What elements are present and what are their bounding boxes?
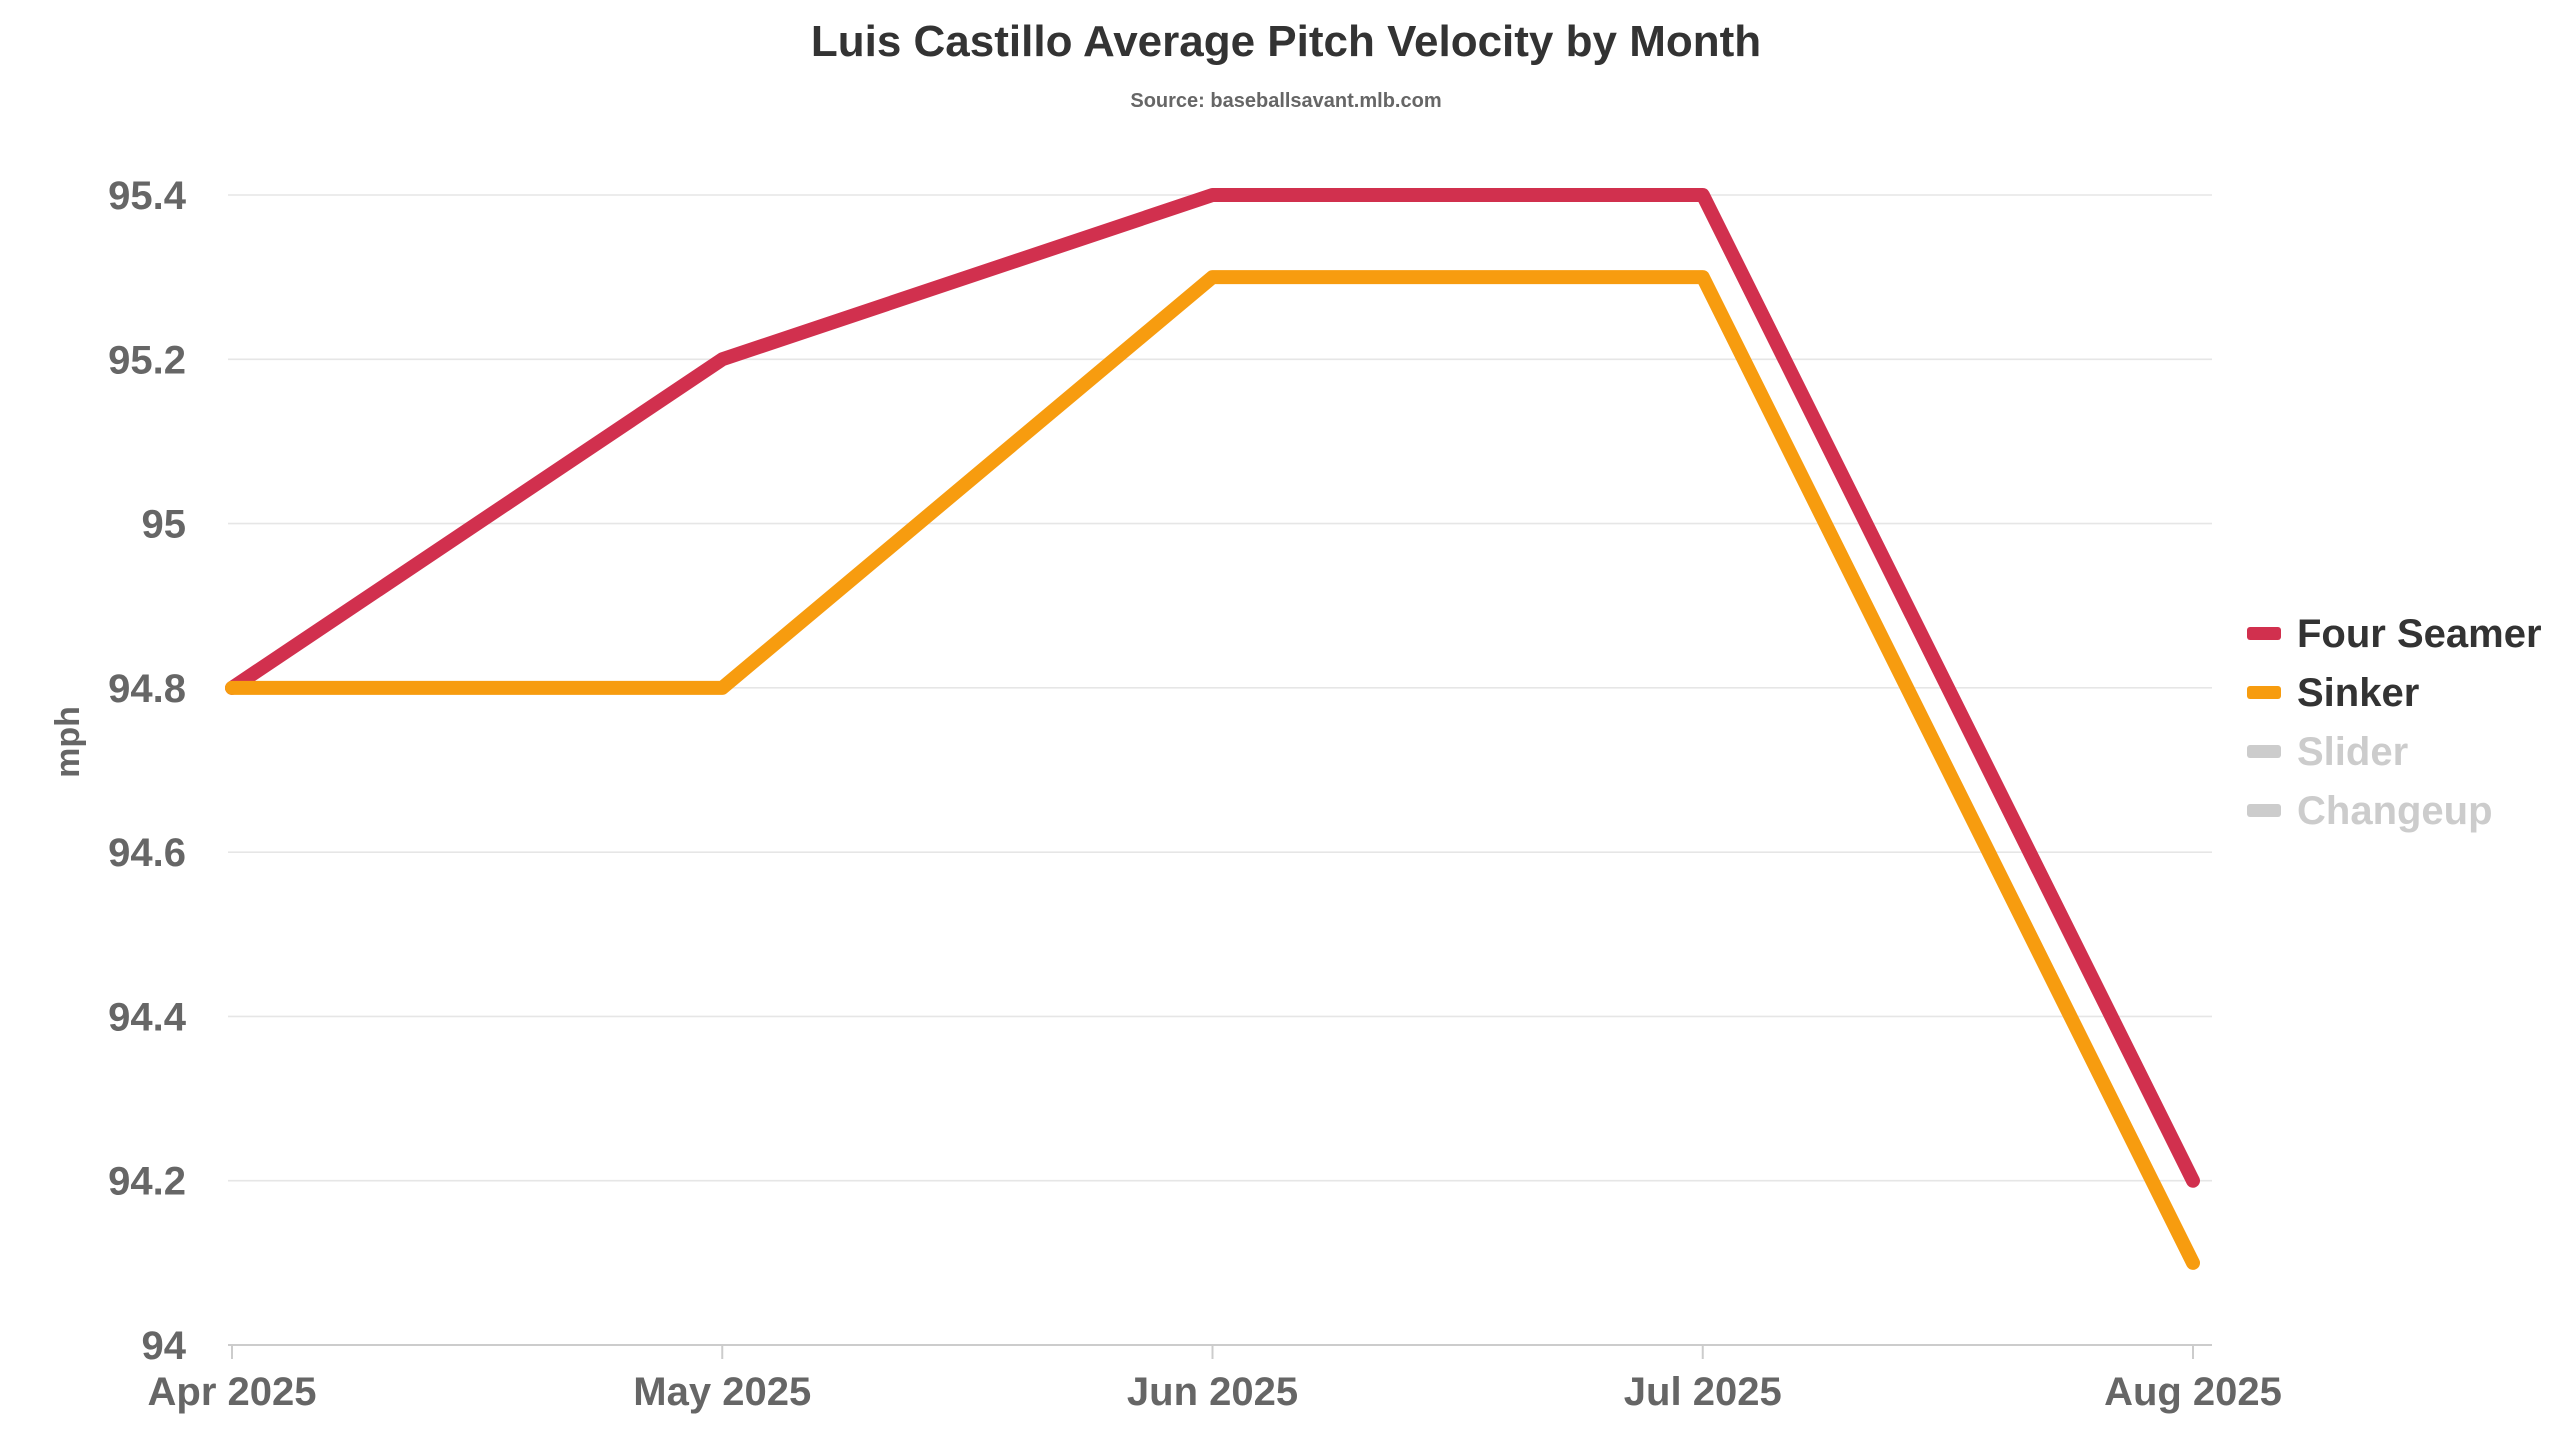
x-tick-label: Apr 2025 bbox=[148, 1370, 317, 1414]
legend-swatch bbox=[2247, 686, 2281, 699]
chart-subtitle: Source: baseballsavant.mlb.com bbox=[1130, 90, 1441, 112]
legend-item-four-seamer[interactable]: Four Seamer bbox=[2247, 612, 2542, 656]
legend-item-slider[interactable]: Slider bbox=[2247, 730, 2408, 774]
y-tick-label: 95.2 bbox=[108, 338, 186, 382]
legend-label: Changeup bbox=[2297, 789, 2493, 833]
y-tick-label: 94.6 bbox=[108, 831, 186, 875]
x-tick-label: Aug 2025 bbox=[2104, 1370, 2282, 1414]
y-tick-label: 94.8 bbox=[108, 667, 186, 711]
chart-title: Luis Castillo Average Pitch Velocity by … bbox=[811, 17, 1761, 66]
y-tick-label: 94.2 bbox=[108, 1160, 186, 1204]
legend-label: Four Seamer bbox=[2297, 612, 2542, 656]
series-line-four-seamer[interactable] bbox=[225, 188, 2200, 1188]
legend-swatch bbox=[2247, 804, 2281, 817]
y-tick-label: 95.4 bbox=[108, 174, 187, 218]
legend-item-sinker[interactable]: Sinker bbox=[2247, 671, 2419, 715]
x-axis-labels: Apr 2025 May 2025 Jun 2025 Jul 2025 Aug 2025 bbox=[148, 1370, 2282, 1414]
legend-label: Sinker bbox=[2297, 671, 2419, 715]
legend-item-changeup[interactable]: Changeup bbox=[2247, 789, 2493, 833]
x-tick-label: Jun 2025 bbox=[1127, 1370, 1298, 1414]
y-tick-label: 95 bbox=[142, 503, 187, 547]
y-tick-label: 94.4 bbox=[108, 995, 187, 1039]
x-tick-label: May 2025 bbox=[633, 1370, 811, 1414]
series-lines bbox=[225, 188, 2200, 1270]
y-axis-labels: 94 94.2 94.4 94.6 94.8 95 95.2 95.4 bbox=[108, 174, 187, 1368]
legend-swatch bbox=[2247, 627, 2281, 640]
legend-label: Slider bbox=[2297, 730, 2408, 774]
y-tick-label: 94 bbox=[142, 1324, 187, 1368]
y-axis-title: mph bbox=[49, 706, 87, 778]
legend: Four Seamer Sinker Slider Changeup bbox=[2247, 612, 2542, 833]
x-tick-label: Jul 2025 bbox=[1624, 1370, 1782, 1414]
x-axis bbox=[228, 1344, 2212, 1359]
legend-swatch bbox=[2247, 745, 2281, 758]
series-line-sinker[interactable] bbox=[225, 270, 2200, 1270]
